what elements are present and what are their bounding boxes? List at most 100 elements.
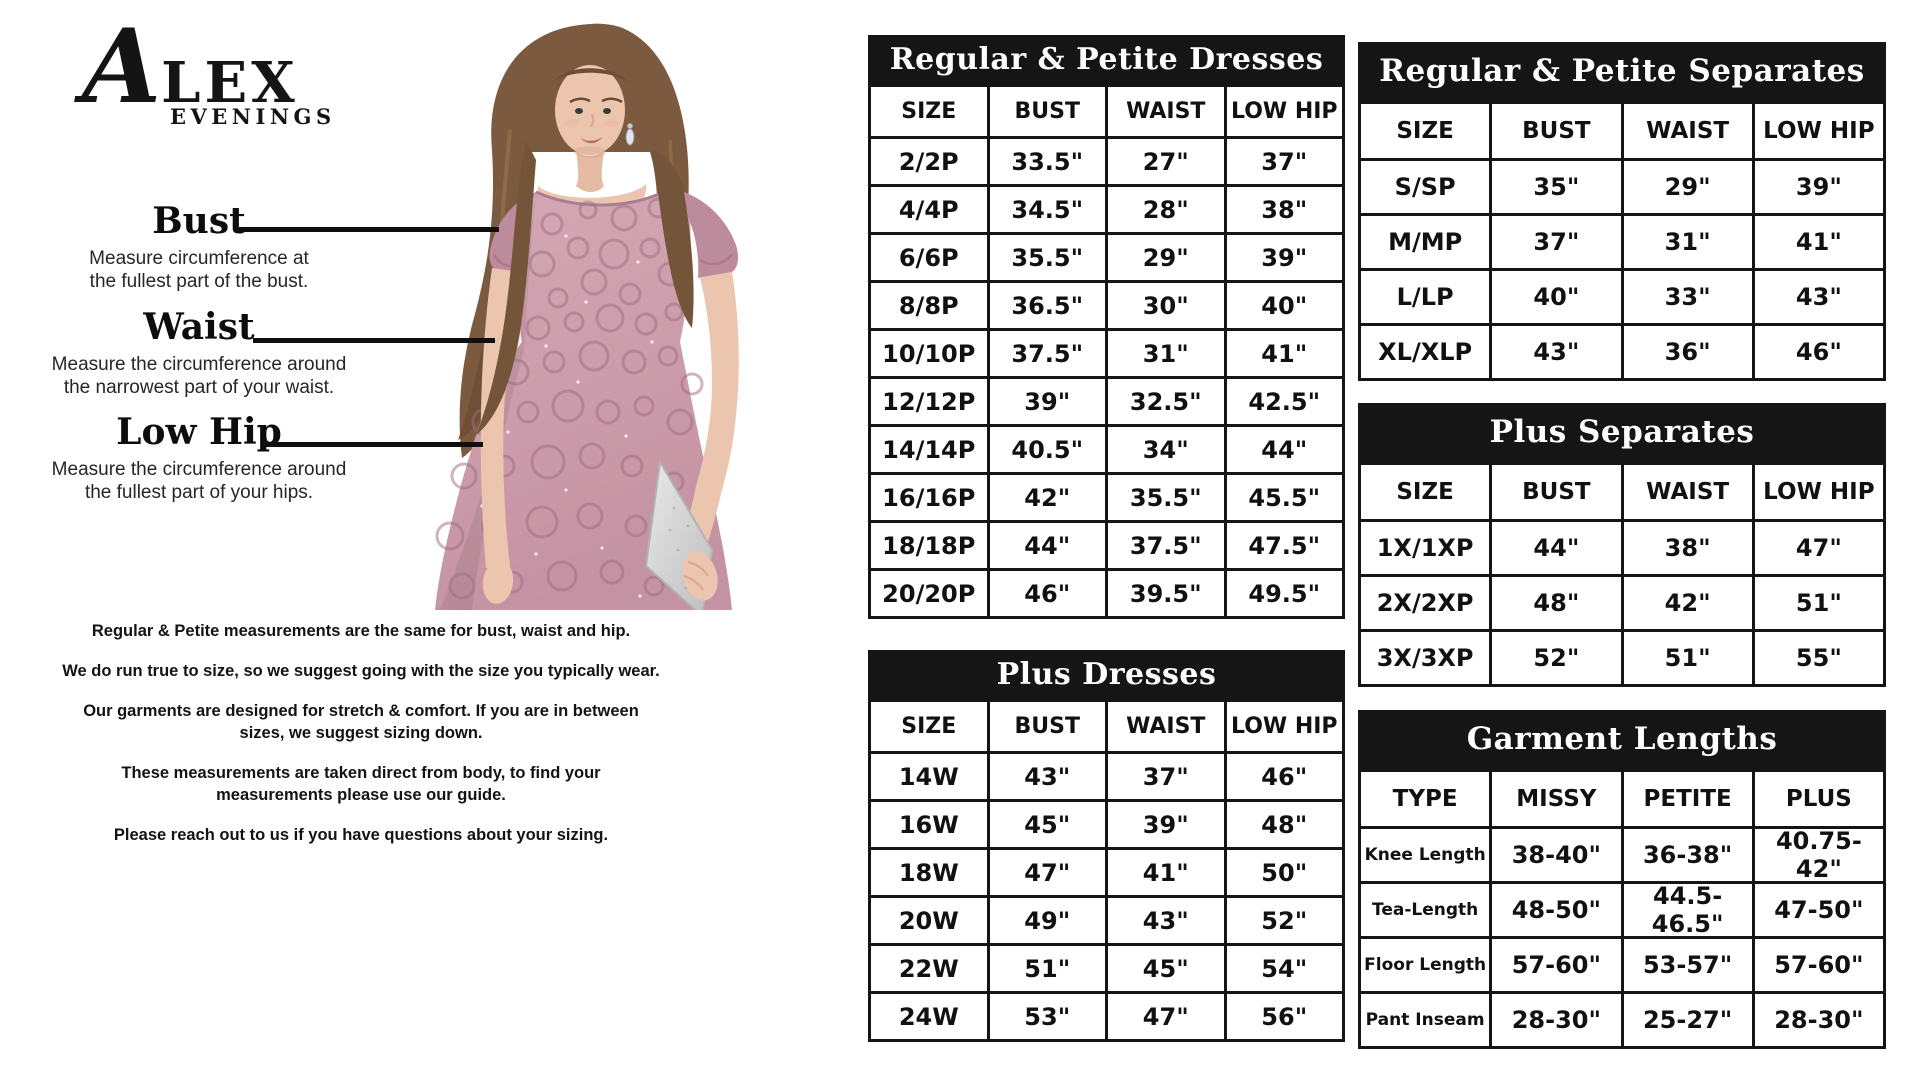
table-cell: 37" <box>1108 754 1224 799</box>
table-cell: 28-30" <box>1754 994 1883 1046</box>
table-cell: M/MP <box>1361 216 1490 268</box>
table-cell: 57-60" <box>1754 939 1883 991</box>
low-hip-guide: Low Hip Measure the circumference around… <box>0 411 398 504</box>
table-cell: Tea-Length <box>1361 884 1490 936</box>
table-cell: 1X/1XP <box>1361 522 1490 574</box>
table-cell: 48-50" <box>1492 884 1621 936</box>
table-cell: 44" <box>1492 522 1621 574</box>
table-cell: 52" <box>1226 898 1342 943</box>
table-cell: 22W <box>871 946 987 991</box>
note: Please reach out to us if you have quest… <box>113 826 609 844</box>
table-cell: 42" <box>989 475 1105 520</box>
table-cell: 16/16P <box>871 475 987 520</box>
table-cell: 51" <box>1754 577 1883 629</box>
low-hip-label: Low Hip <box>116 411 282 453</box>
table-cell: 12/12P <box>871 379 987 424</box>
table-cell: L/LP <box>1361 271 1490 323</box>
bust-pointer-line <box>237 227 499 232</box>
table-cell: 53-57" <box>1623 939 1752 991</box>
column-header: MISSY <box>1492 772 1621 826</box>
table-cell: 18W <box>871 850 987 895</box>
brand-logo: ALEX EVENINGS <box>82 7 342 129</box>
table-cell: 39" <box>1754 161 1883 213</box>
table-row: 16/16P 42" 35.5" 45.5" <box>871 475 1342 520</box>
table-cell: 16W <box>871 802 987 847</box>
table-cell: 20/20P <box>871 571 987 616</box>
column-header: BUST <box>1492 104 1621 158</box>
column-header: SIZE <box>1361 465 1490 519</box>
table-body: Knee Length 38-40" 36-38" 40.75-42" Tea-Leng… <box>1361 827 1883 1046</box>
table-cell: 49.5" <box>1226 571 1342 616</box>
table-cell: 24W <box>871 994 987 1039</box>
table-cell: 29" <box>1108 235 1224 280</box>
table-row: 20/20P 46" 39.5" 49.5" <box>871 571 1342 616</box>
table-cell: 2X/2XP <box>1361 577 1490 629</box>
table-cell: 38-40" <box>1492 829 1621 881</box>
table-cell: 2/2P <box>871 139 987 184</box>
table-cell: 42.5" <box>1226 379 1342 424</box>
table-cell: 55" <box>1754 632 1883 684</box>
table-row: 6/6P 35.5" 29" 39" <box>871 235 1342 280</box>
table-cell: 45" <box>1108 946 1224 991</box>
table-body: 14W 43" 37" 46" 16W 45" 39" 48" 18W 47" 41" 50" 20W 4… <box>871 754 1342 1039</box>
column-header: TYPE <box>1361 772 1490 826</box>
table-row: 18W 47" 41" 50" <box>871 850 1342 895</box>
column-header: BUST <box>1492 465 1621 519</box>
table-cell: 35.5" <box>1108 475 1224 520</box>
table-row: 18/18P 44" 37.5" 47.5" <box>871 523 1342 568</box>
table-cell: 39" <box>989 379 1105 424</box>
waist-guide: Waist Measure the circumference around t… <box>0 306 398 399</box>
table-cell: 46" <box>1226 754 1342 799</box>
table-row: M/MP 37" 31" 41" <box>1361 216 1883 268</box>
table-row: Pant Inseam 28-30" 25-27" 28-30" <box>1361 994 1883 1046</box>
table-cell: 36-38" <box>1623 829 1752 881</box>
table-cell: 30" <box>1108 283 1224 328</box>
table-row: 14/14P 40.5" 34" 44" <box>871 427 1342 472</box>
table-row: 24W 53" 47" 56" <box>871 994 1342 1039</box>
table-row: 12/12P 39" 32.5" 42.5" <box>871 379 1342 424</box>
column-header: BUST <box>989 702 1105 751</box>
table-cell: Knee Length <box>1361 829 1490 881</box>
column-header: LOW HIP <box>1754 465 1883 519</box>
column-header: SIZE <box>871 702 987 751</box>
brand-subname: EVENINGS <box>170 104 336 129</box>
table-cell: 39.5" <box>1108 571 1224 616</box>
table-cell: 39" <box>1108 802 1224 847</box>
bust-description: Measure circumference at the fullest par… <box>89 247 309 292</box>
table-cell: 51" <box>1623 632 1752 684</box>
column-header: BUST <box>989 87 1105 136</box>
table-cell: 34" <box>1108 427 1224 472</box>
table-cell: 45" <box>989 802 1105 847</box>
table-cell: 46" <box>989 571 1105 616</box>
note: Our garments are designed for stretch & … <box>83 702 639 742</box>
table-cell: 40.5" <box>989 427 1105 472</box>
table-title: Plus Separates <box>1358 403 1886 462</box>
table-cell: 43" <box>1492 326 1621 378</box>
table-cell: 49" <box>989 898 1105 943</box>
table-cell: 27" <box>1108 139 1224 184</box>
regular-petite-dresses-table: Regular & Petite Dresses SIZE BUST WAIST LO… <box>868 35 1345 619</box>
column-header: LOW HIP <box>1226 87 1342 136</box>
plus-separates-table: Plus Separates SIZE BUST WAIST LOW HIP 1X/1… <box>1358 403 1886 687</box>
table-cell: 45.5" <box>1226 475 1342 520</box>
table-title: Regular & Petite Separates <box>1358 42 1886 101</box>
table-header-row: SIZE BUST WAIST LOW HIP <box>871 87 1342 136</box>
brand-name: ALEX <box>82 7 299 127</box>
table-cell: 4/4P <box>871 187 987 232</box>
table-cell: 44" <box>1226 427 1342 472</box>
sizing-notes: Regular & Petite measurements are the sa… <box>8 620 714 864</box>
table-cell: 28" <box>1108 187 1224 232</box>
note: We do run true to size, so we suggest go… <box>62 662 660 680</box>
table-row: 4/4P 34.5" 28" 38" <box>871 187 1342 232</box>
table-header-row: SIZE BUST WAIST LOW HIP <box>1361 104 1883 158</box>
waist-label: Waist <box>143 306 255 348</box>
table-cell: 43" <box>1108 898 1224 943</box>
table-cell: 44" <box>989 523 1105 568</box>
low-hip-description: Measure the circumference around the ful… <box>51 458 347 503</box>
table-cell: 31" <box>1108 331 1224 376</box>
table-row: Tea-Length 48-50" 44.5-46.5" 47-50" <box>1361 882 1883 938</box>
column-header: WAIST <box>1623 465 1752 519</box>
table-cell: 52" <box>1492 632 1621 684</box>
column-header: WAIST <box>1623 104 1752 158</box>
